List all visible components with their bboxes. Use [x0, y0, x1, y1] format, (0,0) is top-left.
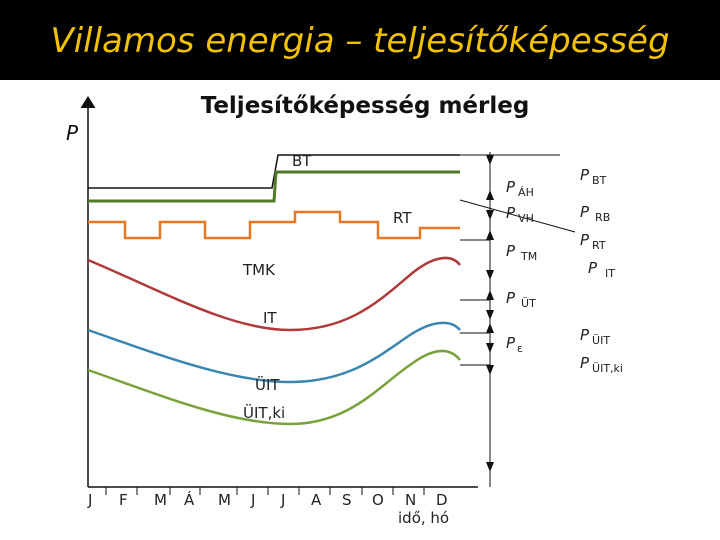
rt-line — [88, 210, 460, 240]
balance-label: P RT — [580, 231, 606, 252]
balance-label: P VH — [506, 204, 534, 225]
balance-arrows — [486, 155, 494, 472]
month-label: J — [250, 491, 255, 509]
balance-label: P TM — [506, 242, 537, 263]
curve-label: IT — [263, 309, 277, 327]
y-axis-label: P — [66, 121, 79, 145]
it-curve — [87, 321, 461, 384]
month-label: D — [436, 491, 448, 509]
month-label: M — [218, 491, 231, 509]
balance-label: P RB — [580, 203, 610, 224]
balance-label: P ÜIT,ki — [580, 354, 623, 375]
balance-label: P IT — [588, 259, 615, 280]
balance-label: P ÜT — [506, 289, 536, 310]
month-label: F — [119, 491, 128, 509]
slide-title: Villamos energia – teljesítőképesség — [50, 21, 669, 61]
curve-label: ÜIT,ki — [243, 403, 285, 422]
month-label: J — [280, 491, 285, 509]
month-label: S — [342, 491, 352, 509]
title-bar — [0, 0, 720, 80]
month-label: O — [372, 491, 384, 509]
diagram-title: Teljesítőképesség mérleg — [201, 93, 530, 119]
balance-label: P ÜIT — [580, 326, 610, 347]
month-label: M — [154, 491, 167, 509]
tmk-curve — [87, 256, 461, 332]
balance-label: P ÁH — [506, 178, 534, 199]
month-label: A — [311, 491, 322, 509]
curve-label: TMK — [242, 261, 276, 279]
balance-axis — [459, 152, 576, 487]
curve-label: BT — [292, 152, 312, 170]
uit-curve — [87, 349, 461, 426]
month-label: J — [87, 491, 92, 509]
balance-label: P BT — [580, 166, 607, 187]
bt-line — [88, 170, 460, 203]
x-axis-label: idő, hó — [398, 509, 449, 527]
curve-label: RT — [393, 209, 412, 227]
month-label: Á — [184, 490, 195, 509]
month-ticks — [105, 487, 425, 495]
month-label: N — [405, 491, 416, 509]
curve-label: ÜIT — [255, 375, 280, 394]
